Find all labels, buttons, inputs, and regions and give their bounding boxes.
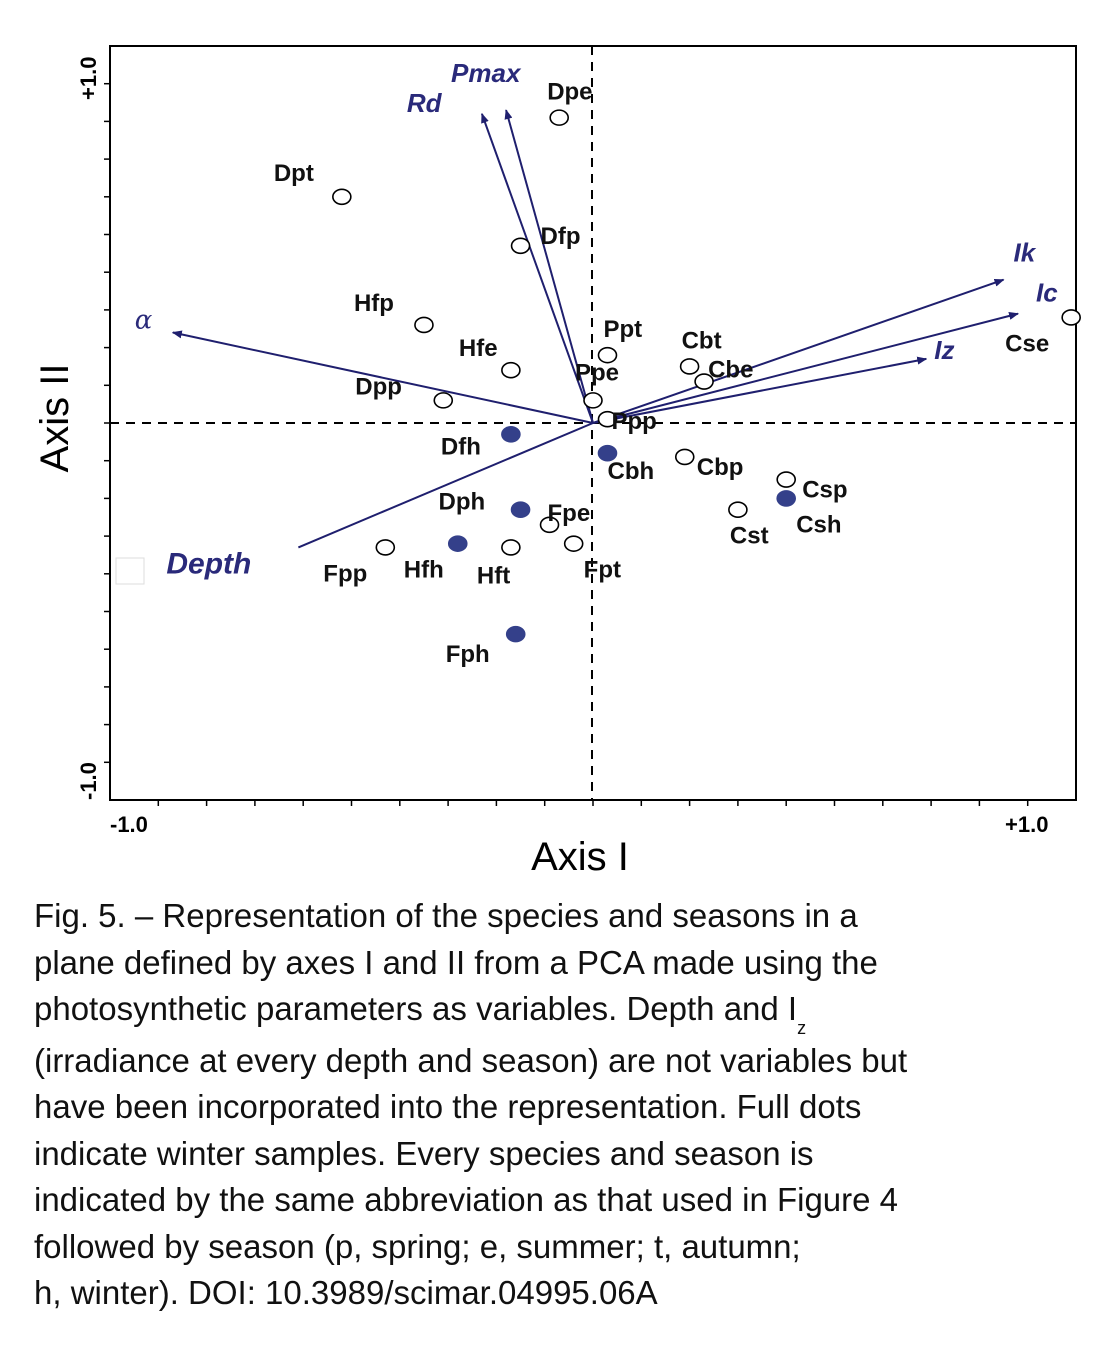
caption-line: h, winter). DOI: 10.3989/scimar.04995.06… <box>34 1274 658 1311</box>
sample-point <box>563 535 584 552</box>
vector-label: Ic <box>1036 278 1058 308</box>
sample-point <box>597 410 618 428</box>
caption-line: indicated by the same abbreviation as th… <box>34 1181 899 1218</box>
tick-marks <box>104 82 1029 806</box>
sample-point <box>694 373 714 390</box>
sample-labels: Dpe Dpt Dfp Hfp Hfe Dpp Ppt Cbt Cbe Ppe Ppp Cse Dfh C… <box>274 79 1049 668</box>
vector-label: Rd <box>407 88 443 118</box>
point-label: Fph <box>446 641 490 668</box>
winter-point <box>597 444 618 462</box>
point-label: Dpe <box>547 79 592 106</box>
point-label: Dpp <box>355 373 402 400</box>
y-tick-min: -1.0 <box>76 762 101 800</box>
winter-point <box>501 426 521 443</box>
point-label: Fpt <box>584 557 621 584</box>
sample-point <box>501 361 521 379</box>
caption-line: have been incorporated into the represen… <box>34 1088 862 1125</box>
point-label: Dpt <box>274 160 314 187</box>
figure-caption: Fig. 5. – Representation of the species … <box>34 893 1084 1317</box>
sample-point <box>728 501 748 519</box>
winter-point <box>510 501 531 519</box>
point-label: Cbe <box>708 357 753 384</box>
x-axis-title: Axis I <box>531 835 629 879</box>
point-label: Cst <box>730 523 769 550</box>
caption-line: Fig. 5. – Representation of the species … <box>34 897 858 934</box>
sample-point <box>679 358 700 375</box>
point-label: Fpe <box>548 500 591 527</box>
variable-vectors <box>171 109 1020 549</box>
vector-label: Iz <box>934 335 954 365</box>
vector-iz <box>592 356 928 424</box>
sample-point <box>674 448 695 466</box>
y-axis-title: Axis II <box>33 364 77 473</box>
vector-label: Ik <box>1014 238 1037 268</box>
point-label: Csh <box>796 511 841 538</box>
point-label: Ppt <box>603 316 642 343</box>
sample-point <box>332 188 352 206</box>
winter-point <box>447 535 468 552</box>
point-label: Dfh <box>441 433 481 460</box>
vector-label: α <box>135 306 153 336</box>
point-label: Hfh <box>404 557 444 584</box>
vector-ik <box>592 278 1005 424</box>
x-tick-min: -1.0 <box>110 812 148 837</box>
point-label: Cse <box>1005 330 1049 357</box>
point-label: Hfp <box>354 290 394 317</box>
point-label: Ppe <box>575 359 619 386</box>
winter-point <box>505 625 526 643</box>
vector-label: Depth <box>166 547 251 580</box>
y-tick-max: +1.0 <box>76 57 101 100</box>
vector-depth <box>297 422 594 549</box>
sample-point <box>549 109 569 126</box>
vector-rd <box>480 112 594 424</box>
point-label: Cbt <box>682 327 722 354</box>
point-label: Dph <box>439 489 486 516</box>
sample-point <box>1061 309 1081 326</box>
caption-subscript: z <box>797 1018 807 1038</box>
vector-α <box>171 330 594 424</box>
vector-label: Pmax <box>451 58 522 88</box>
sample-point <box>433 392 454 409</box>
caption-line: photosynthetic parameters as variables. … <box>34 986 1084 1038</box>
vector-ic <box>592 312 1020 424</box>
sample-point <box>375 539 396 556</box>
sample-point <box>539 516 560 534</box>
x-tick-max: +1.0 <box>1005 812 1048 837</box>
point-label: Cbh <box>607 458 654 485</box>
caption-line: followed by season (p, spring; e, summer… <box>34 1227 801 1265</box>
caption-line: plane defined by axes I and II from a PC… <box>34 943 878 981</box>
sample-point <box>510 237 531 255</box>
sample-point <box>776 471 797 488</box>
sample-point <box>583 392 603 409</box>
caption-text: photosynthetic parameters as variables. … <box>34 990 798 1027</box>
vector-labels: Pmax Rd Ik Ic Iz α Depth <box>135 58 1058 580</box>
pca-biplot: Dpe Dpt Dfp Hfp Hfe Dpp Ppt Cbt Cbe Ppe Ppp Cse Dfh C… <box>33 45 1081 879</box>
sample-point <box>597 346 618 364</box>
winter-point <box>776 490 797 507</box>
legend-swatch <box>115 557 145 585</box>
caption-line: (irradiance at every depth and season) a… <box>34 1041 908 1079</box>
point-label: Csp <box>802 477 847 504</box>
sample-point <box>414 316 434 334</box>
sample-points <box>332 109 1081 643</box>
vector-pmax <box>504 109 594 424</box>
sample-point <box>501 539 521 556</box>
point-label: Ppp <box>611 408 656 435</box>
point-label: Hfe <box>459 335 498 362</box>
caption-line: indicate winter samples. Every species a… <box>34 1134 814 1172</box>
point-label: Hft <box>477 562 510 589</box>
point-label: Cbp <box>697 454 744 481</box>
point-label: Fpp <box>323 560 367 587</box>
point-label: Dfp <box>541 223 581 250</box>
